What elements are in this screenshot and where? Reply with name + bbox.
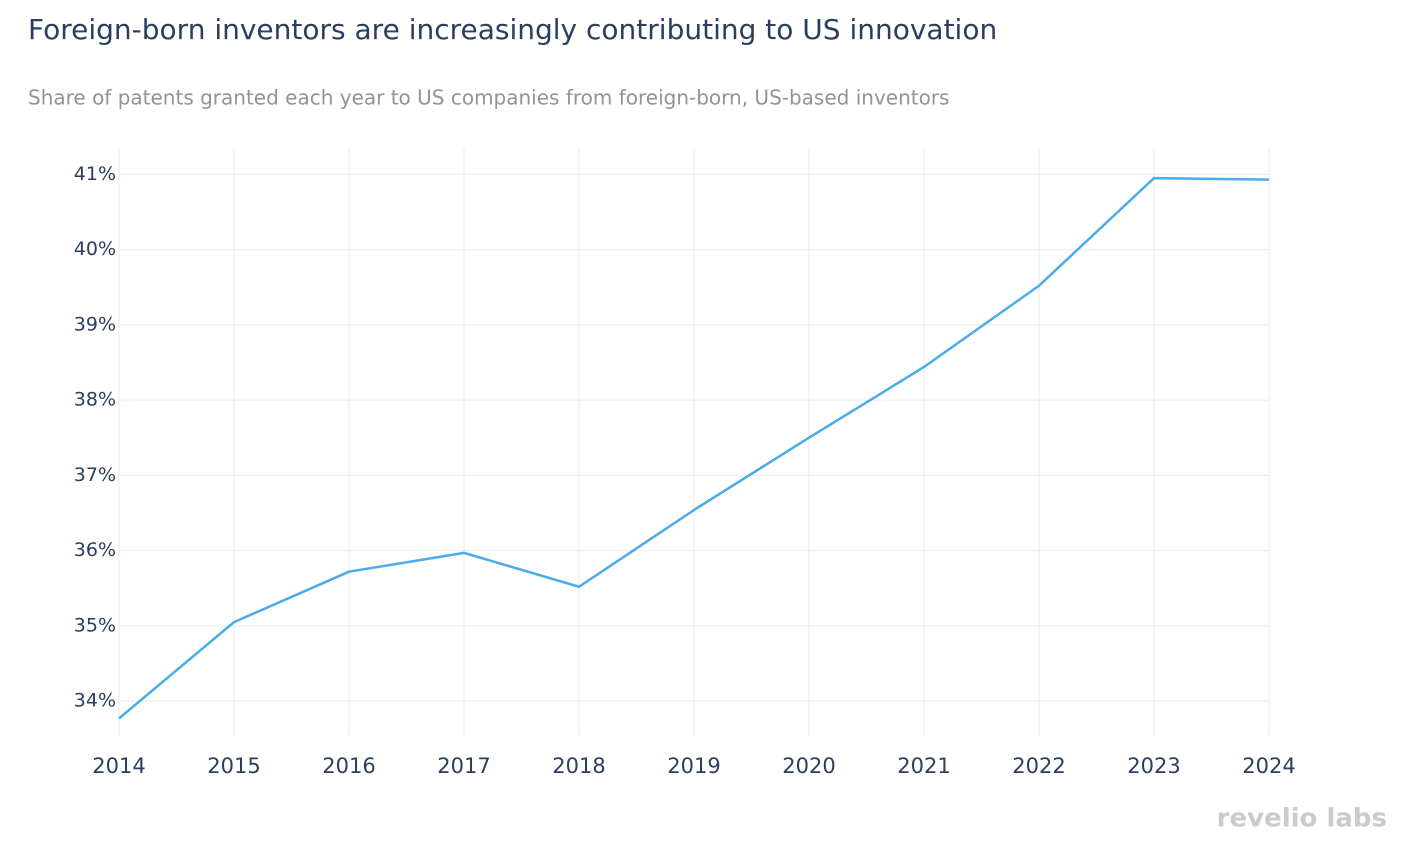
- y-tick-label: 39%: [74, 313, 116, 335]
- chart-subtitle: Share of patents granted each year to US…: [28, 86, 949, 110]
- y-tick-label: 37%: [74, 464, 116, 486]
- x-tick-label: 2021: [897, 754, 950, 778]
- x-tick-label: 2016: [322, 754, 375, 778]
- x-tick-label: 2023: [1127, 754, 1180, 778]
- line: [118, 176, 1270, 720]
- x-tick-label: 2017: [437, 754, 490, 778]
- x-tick-label: 2014: [92, 754, 145, 778]
- x-tick-label: 2022: [1012, 754, 1065, 778]
- x-tick-label: 2024: [1242, 754, 1295, 778]
- x-tick-label: 2019: [667, 754, 720, 778]
- y-tick-label: 34%: [74, 690, 116, 712]
- x-tick-label: 2020: [782, 754, 835, 778]
- x-tick-label: 2018: [552, 754, 605, 778]
- y-tick-label: 41%: [74, 163, 116, 185]
- y-tick-label: 38%: [74, 389, 116, 411]
- y-tick-label: 35%: [74, 614, 116, 636]
- y-tick-label: 36%: [74, 539, 116, 561]
- logo: revelio labs: [1217, 804, 1387, 834]
- x-tick-label: 2015: [207, 754, 260, 778]
- chart-title: Foreign-born inventors are increasingly …: [28, 13, 997, 46]
- y-tick-label: 40%: [74, 238, 116, 260]
